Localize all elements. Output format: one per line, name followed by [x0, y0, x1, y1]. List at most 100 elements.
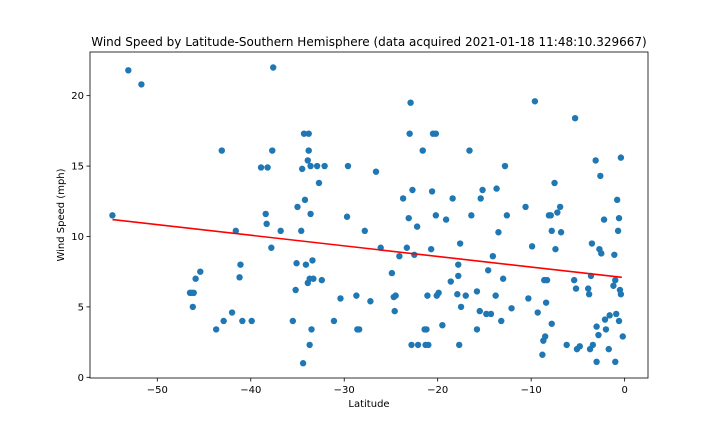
- data-point: [294, 203, 301, 211]
- data-point: [501, 162, 509, 170]
- data-point: [563, 341, 570, 349]
- data-point: [606, 312, 613, 319]
- data-point: [307, 162, 314, 170]
- data-point: [522, 203, 529, 211]
- data-point: [299, 360, 307, 367]
- data-point: [318, 276, 325, 284]
- data-point: [439, 321, 446, 329]
- y-tick-label: 20: [71, 91, 84, 102]
- data-point: [414, 341, 422, 349]
- data-point: [612, 358, 619, 366]
- data-point: [321, 162, 328, 170]
- data-point: [508, 305, 515, 312]
- data-point: [432, 130, 440, 137]
- data-point: [548, 227, 555, 235]
- data-point: [263, 220, 270, 227]
- x-tick-label: −10: [521, 385, 542, 396]
- data-point: [424, 292, 431, 299]
- plot-area: [109, 64, 626, 367]
- data-point: [499, 275, 507, 282]
- y-tick-label: 15: [71, 162, 84, 173]
- data-point: [315, 179, 323, 187]
- data-point: [552, 245, 559, 253]
- data-point: [602, 326, 610, 333]
- axes: −50 −40 −30 −20 −10 0 0 5 10 15 20: [71, 51, 649, 396]
- data-point: [479, 186, 486, 194]
- data-point: [495, 229, 502, 236]
- data-point: [344, 162, 352, 170]
- data-point: [192, 275, 199, 282]
- data-point: [597, 172, 604, 180]
- data-point: [298, 165, 306, 173]
- data-point: [237, 261, 244, 268]
- data-point: [302, 261, 310, 268]
- data-point: [232, 227, 240, 235]
- y-axis-label: Wind Speed (mph): [56, 168, 67, 261]
- data-point: [212, 326, 220, 333]
- data-point: [407, 99, 414, 106]
- data-point: [268, 244, 275, 251]
- data-point: [419, 147, 426, 154]
- data-point: [298, 227, 305, 235]
- data-point: [619, 333, 626, 340]
- data-point: [547, 212, 554, 219]
- data-point: [611, 251, 618, 258]
- data-point: [534, 309, 541, 316]
- data-point: [584, 285, 592, 292]
- data-point: [277, 227, 284, 235]
- data-point: [473, 288, 481, 295]
- data-point: [220, 317, 227, 325]
- data-point: [572, 285, 580, 292]
- data-point: [612, 276, 619, 284]
- plot-frame: [89, 51, 649, 379]
- data-point: [289, 317, 297, 325]
- data-point: [543, 276, 551, 284]
- data-point: [610, 282, 617, 289]
- data-point: [399, 195, 407, 202]
- data-point: [457, 303, 465, 311]
- data-point: [617, 291, 625, 298]
- x-tick-label: 0: [621, 385, 627, 396]
- data-point: [109, 212, 116, 219]
- data-point: [353, 292, 360, 299]
- data-point: [236, 274, 243, 281]
- data-point: [548, 320, 555, 327]
- data-point: [556, 203, 564, 211]
- data-point: [305, 147, 312, 154]
- data-point: [477, 195, 484, 202]
- data-point: [455, 272, 462, 280]
- data-point: [592, 157, 599, 164]
- data-point: [454, 291, 461, 298]
- data-point: [614, 227, 622, 235]
- data-point: [484, 267, 492, 274]
- data-point: [593, 358, 600, 366]
- data-point: [392, 292, 399, 299]
- data-point: [613, 196, 621, 204]
- data-point: [498, 317, 505, 325]
- data-point: [542, 299, 550, 306]
- data-point: [409, 186, 416, 194]
- data-point: [310, 275, 317, 282]
- data-point: [309, 257, 316, 264]
- data-point: [301, 196, 309, 204]
- data-point: [432, 212, 440, 219]
- data-point: [197, 268, 204, 275]
- data-point: [228, 309, 236, 316]
- data-point: [600, 216, 608, 223]
- data-point: [466, 147, 473, 154]
- data-point: [343, 213, 351, 220]
- data-point: [615, 214, 623, 222]
- data-point: [528, 243, 536, 250]
- y-tick-label: 0: [78, 373, 84, 384]
- data-point: [468, 212, 475, 219]
- data-point: [589, 341, 597, 349]
- x-tick-label: −40: [240, 385, 261, 396]
- x-tick-label: −30: [334, 385, 355, 396]
- data-point: [492, 292, 499, 299]
- data-point: [595, 331, 602, 339]
- data-point: [396, 252, 403, 260]
- regression-line: [112, 218, 622, 279]
- y-tick-label: 5: [78, 302, 84, 313]
- data-point: [361, 227, 368, 235]
- data-point: [456, 240, 464, 247]
